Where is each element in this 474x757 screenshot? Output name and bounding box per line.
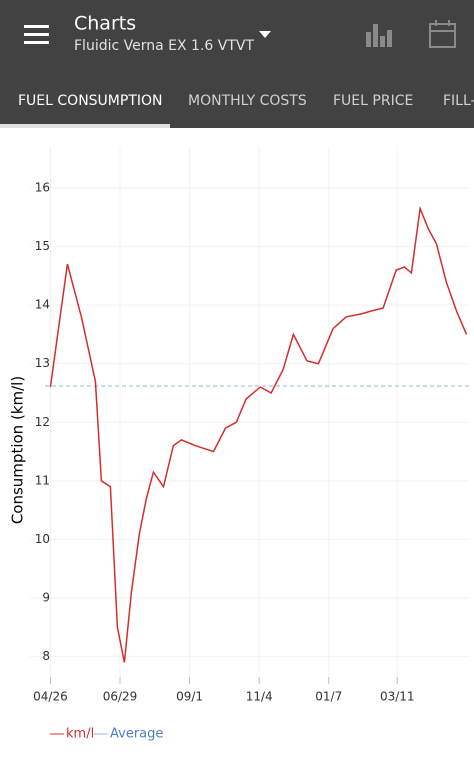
legend-label: Average (110, 727, 163, 742)
y-tick-label: 8 (42, 649, 50, 663)
y-tick-label: 16 (35, 181, 50, 195)
x-tick-label: 11/4 (246, 690, 273, 704)
calendar-icon[interactable] (429, 20, 456, 48)
y-tick-label: 13 (35, 356, 50, 370)
y-tick-label: 15 (35, 239, 50, 253)
app-subtitle[interactable]: Fluidic Verna EX 1.6 VTVT (74, 38, 254, 54)
menu-button[interactable] (24, 25, 49, 44)
legend-label: km/l (66, 727, 94, 742)
active-tab-indicator (0, 124, 170, 128)
chart-icon[interactable] (366, 24, 392, 47)
y-tick-label: 11 (35, 473, 50, 487)
tab[interactable]: FILL- (443, 93, 474, 109)
x-tick-label: 06/29 (103, 690, 138, 704)
app-title: Charts (74, 13, 136, 35)
y-axis-label: Consumption (km/l) (9, 376, 27, 524)
tab[interactable]: FUEL CONSUMPTION (18, 93, 163, 109)
y-tick-label: 14 (35, 298, 50, 312)
app-bar (0, 0, 474, 128)
y-tick-label: 12 (35, 415, 50, 429)
tab[interactable]: FUEL PRICE (333, 93, 413, 109)
y-tick-label: 9 (42, 591, 50, 605)
x-tick-label: 01/7 (315, 690, 342, 704)
data-line (49, 205, 468, 663)
tab[interactable]: MONTHLY COSTS (188, 93, 307, 109)
x-tick-label: 09/1 (176, 690, 203, 704)
x-tick-label: 04/26 (33, 690, 68, 704)
dropdown-arrow[interactable] (259, 31, 271, 38)
y-tick-label: 10 (35, 532, 50, 546)
x-tick-label: 03/11 (380, 690, 415, 704)
